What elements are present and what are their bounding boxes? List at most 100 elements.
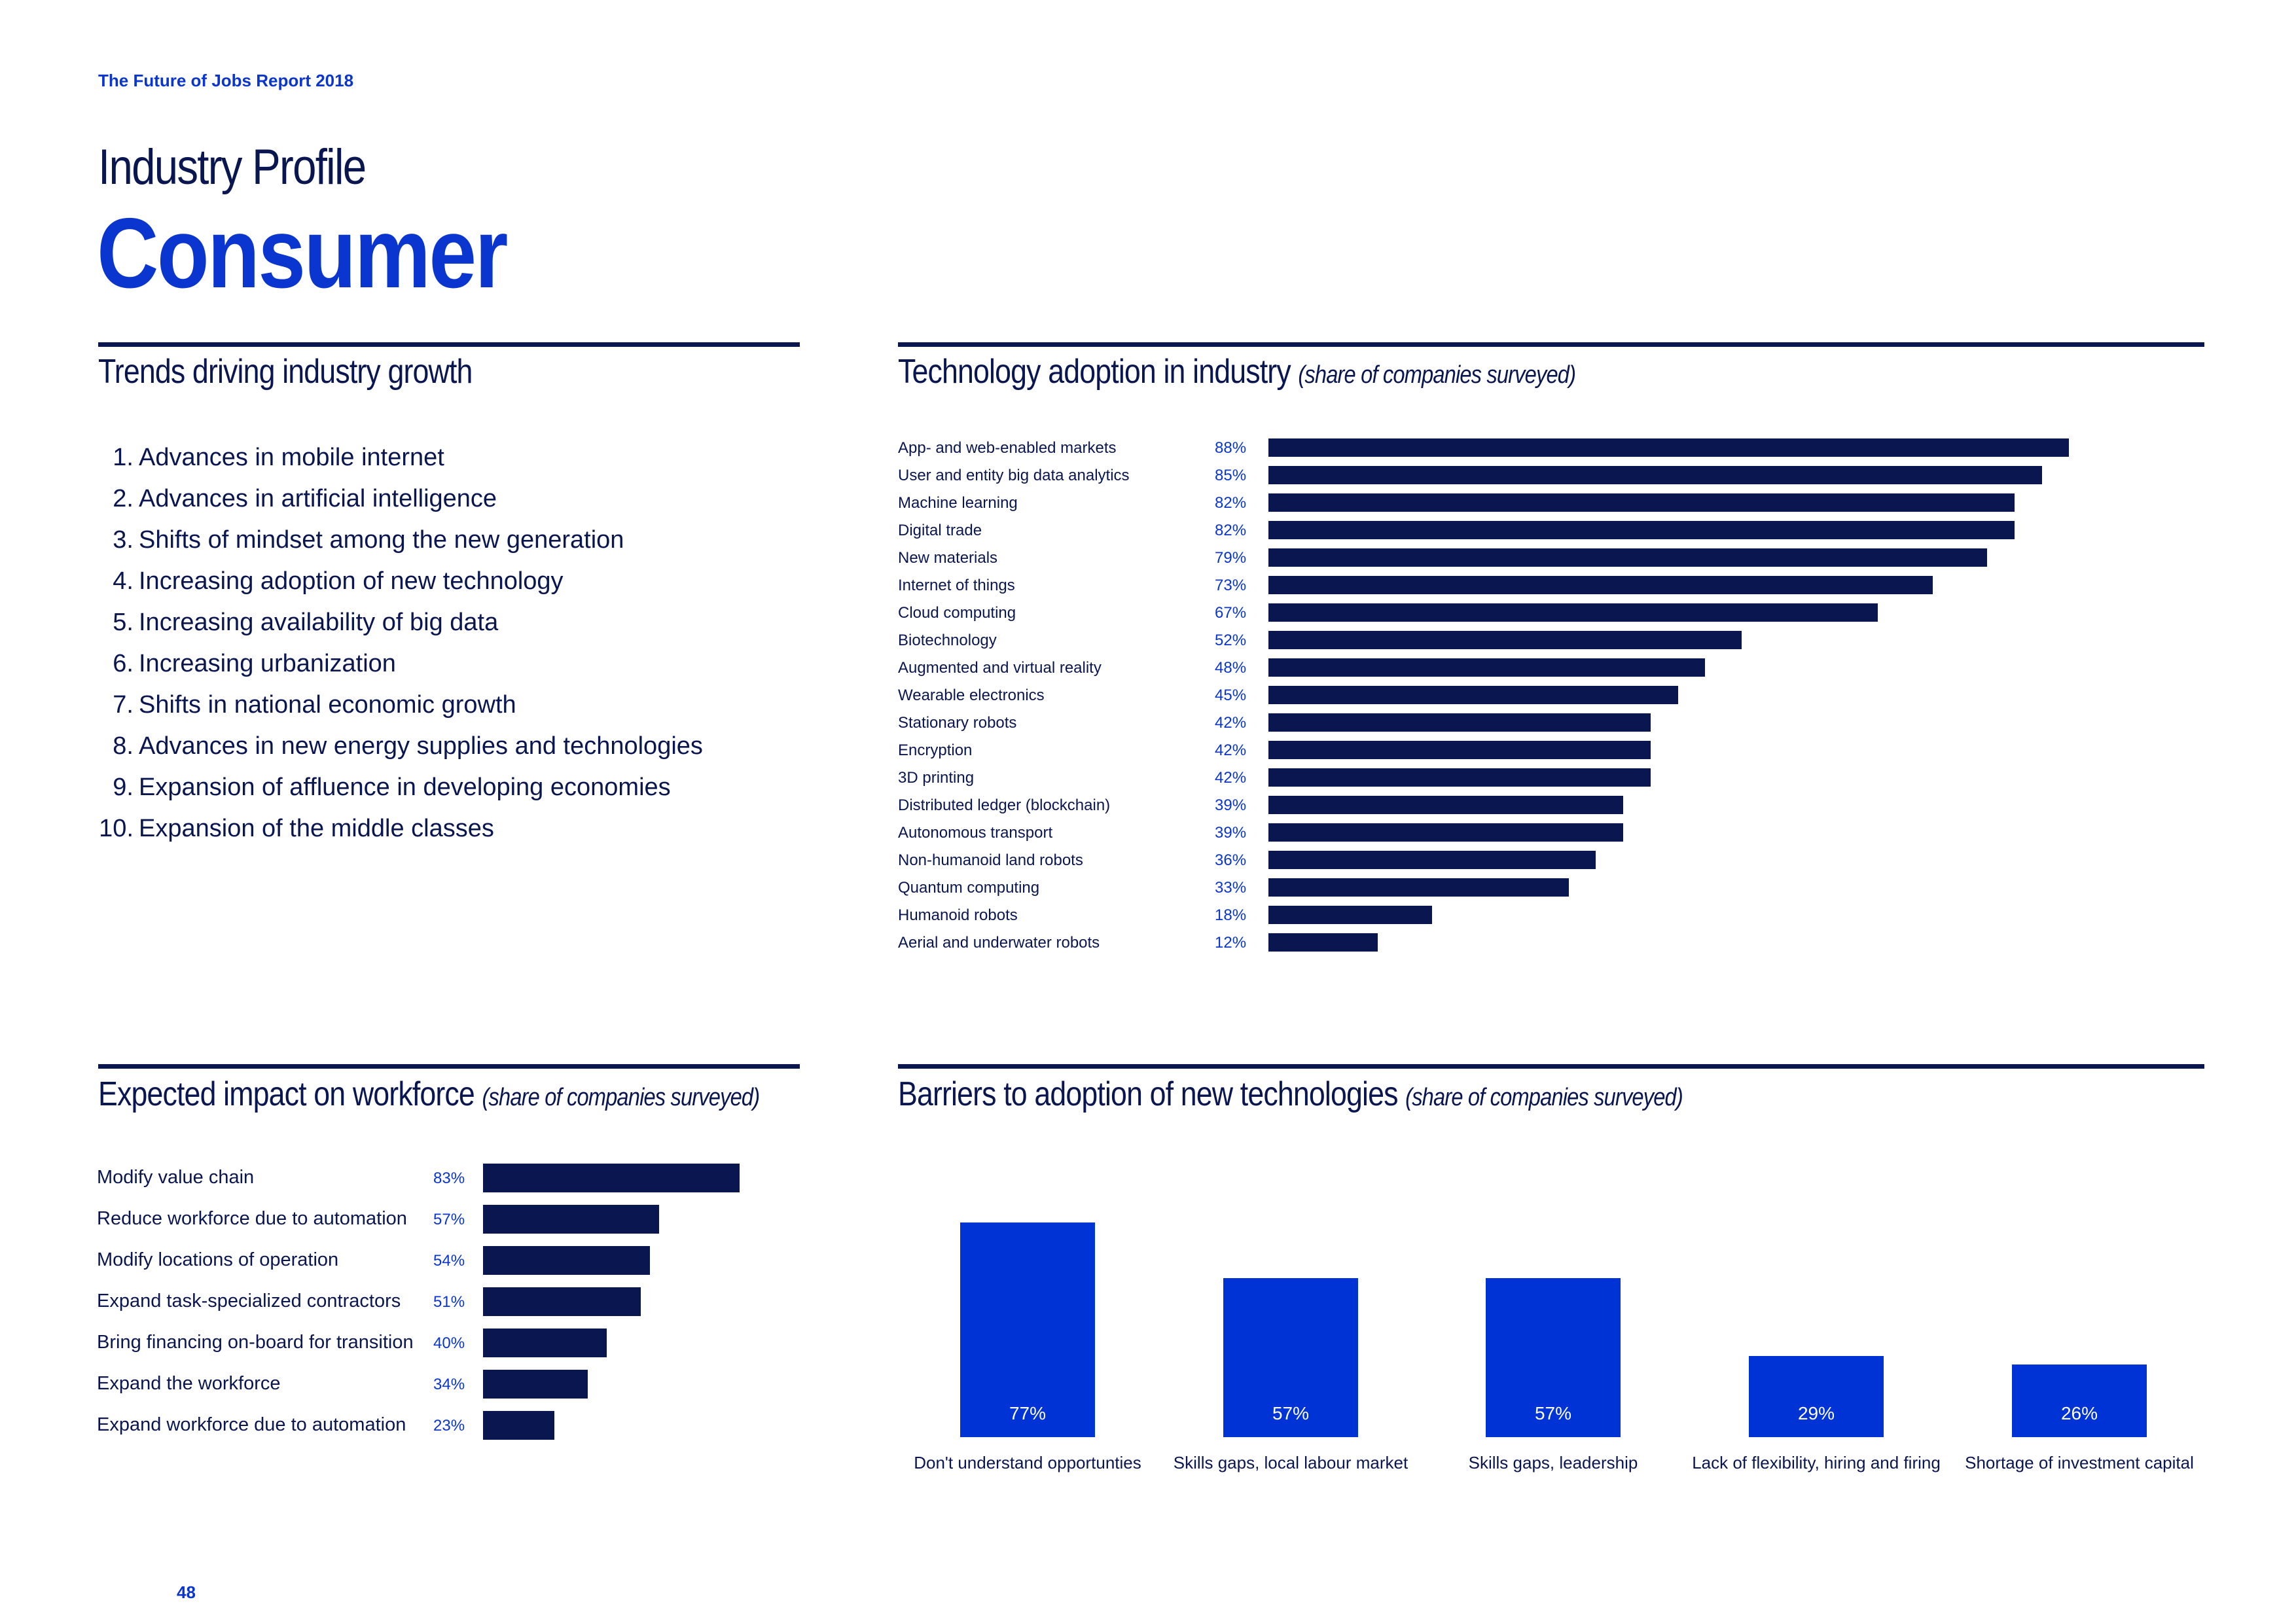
barrier-bar	[1223, 1278, 1358, 1437]
tech-bar	[1268, 906, 1433, 924]
trend-number: 1.	[113, 444, 134, 471]
barrier-value-label: 57%	[1272, 1403, 1310, 1423]
page-number: 48	[177, 1582, 196, 1602]
tech-subtitle: (share of companies surveyed)	[1298, 361, 1576, 389]
trend-number: 9.	[113, 774, 134, 801]
trend-item: 7. Shifts in national economic growth	[97, 691, 516, 719]
page-title: Consumer	[97, 198, 508, 309]
barrier-value-label: 57%	[1534, 1403, 1572, 1423]
tech-value-label: 42%	[1215, 769, 1247, 787]
page-kicker: Industry Profile	[98, 139, 367, 195]
trend-item: 4. Increasing adoption of new technology	[97, 567, 564, 596]
workforce-bar	[483, 1329, 607, 1357]
trend-item: 10. Expansion of the middle classes	[97, 815, 494, 843]
tech-category-label: App- and web-enabled markets	[898, 439, 1117, 457]
report-title: The Future of Jobs Report 2018	[98, 71, 354, 90]
trend-item: 5. Increasing availability of big data	[97, 609, 498, 637]
tech-category-label: Distributed ledger (blockchain)	[898, 796, 1111, 814]
trends-divider	[98, 342, 800, 347]
trend-number: 10.	[99, 815, 134, 842]
trend-number: 7.	[113, 691, 134, 719]
workforce-bar	[483, 1411, 554, 1440]
trend-item: 6. Increasing urbanization	[97, 650, 396, 678]
tech-value-label: 73%	[1215, 577, 1247, 594]
tech-title: Technology adoption in industry (share o…	[898, 352, 1576, 391]
barrier-category-label: Don't understand opportunties	[914, 1453, 1141, 1472]
tech-category-label: Machine learning	[898, 494, 1018, 512]
workforce-category-label: Expand workforce due to automation	[97, 1414, 406, 1435]
barriers-subtitle: (share of companies surveyed)	[1405, 1084, 1683, 1111]
tech-bar	[1268, 878, 1569, 897]
tech-category-label: Quantum computing	[898, 879, 1040, 897]
tech-bar	[1268, 466, 2042, 484]
trend-text: Shifts of mindset among the new generati…	[139, 526, 624, 554]
tech-value-label: 67%	[1215, 604, 1247, 622]
trend-number: 5.	[113, 609, 134, 636]
trends-title-text: Trends driving industry growth	[98, 353, 473, 391]
workforce-value-label: 34%	[433, 1376, 465, 1393]
tech-category-label: Encryption	[898, 741, 973, 759]
trend-item: 1. Advances in mobile internet	[97, 444, 444, 472]
tech-bar	[1268, 521, 2015, 539]
tech-value-label: 39%	[1215, 824, 1247, 842]
workforce-category-label: Bring financing on-board for transition	[97, 1332, 414, 1353]
tech-category-label: Cloud computing	[898, 604, 1016, 622]
barrier-category-label: Skills gaps, leadership	[1468, 1453, 1638, 1472]
tech-value-label: 12%	[1215, 934, 1247, 952]
tech-value-label: 42%	[1215, 714, 1247, 732]
workforce-category-label: Reduce workforce due to automation	[97, 1208, 407, 1229]
tech-value-label: 36%	[1215, 851, 1247, 869]
tech-value-label: 88%	[1215, 439, 1247, 457]
trend-item: 9. Expansion of affluence in developing e…	[97, 774, 671, 802]
tech-bar	[1268, 576, 1933, 594]
workforce-divider	[98, 1064, 800, 1069]
trend-item: 8. Advances in new energy supplies and te…	[97, 732, 703, 760]
trend-text: Advances in artificial intelligence	[139, 485, 497, 512]
workforce-value-label: 57%	[433, 1211, 465, 1228]
tech-bar	[1268, 823, 1624, 842]
trend-text: Increasing availability of big data	[139, 609, 499, 636]
tech-bar	[1268, 548, 1988, 567]
tech-bar	[1268, 851, 1596, 869]
workforce-value-label: 51%	[433, 1293, 465, 1311]
tech-value-label: 18%	[1215, 906, 1247, 924]
workforce-category-label: Modify value chain	[97, 1167, 255, 1188]
trend-text: Expansion of the middle classes	[139, 815, 494, 842]
workforce-bar	[483, 1246, 650, 1275]
trend-text: Advances in new energy supplies and tech…	[139, 732, 703, 760]
workforce-category-label: Expand task-specialized contractors	[97, 1291, 401, 1311]
tech-category-label: Non-humanoid land robots	[898, 851, 1083, 869]
tech-category-label: User and entity big data analytics	[898, 467, 1130, 484]
workforce-category-label: Expand the workforce	[97, 1373, 281, 1394]
trend-number: 8.	[113, 732, 134, 760]
workforce-bar	[483, 1164, 740, 1192]
trend-item: 3. Shifts of mindset among the new genera…	[97, 526, 624, 554]
tech-value-label: 39%	[1215, 796, 1247, 814]
tech-bar	[1268, 686, 1678, 704]
trend-item: 2. Advances in artificial intelligence	[97, 485, 497, 513]
workforce-bar	[483, 1205, 660, 1234]
tech-bar	[1268, 768, 1651, 787]
tech-value-label: 82%	[1215, 522, 1247, 539]
tech-bar	[1268, 438, 2070, 457]
barrier-category-label: Shortage of investment capital	[1965, 1453, 2194, 1472]
barrier-category-label: Skills gaps, local labour market	[1173, 1453, 1408, 1472]
workforce-title: Expected impact on workforce (share of c…	[98, 1075, 760, 1114]
trends-title: Trends driving industry growth	[98, 352, 473, 391]
tech-value-label: 48%	[1215, 659, 1247, 677]
trend-text: Increasing adoption of new technology	[139, 567, 564, 595]
trend-number: 3.	[113, 526, 134, 554]
tech-bar	[1268, 713, 1651, 732]
barrier-value-label: 29%	[1797, 1403, 1835, 1423]
trend-number: 4.	[113, 567, 134, 595]
barrier-bar	[960, 1222, 1095, 1437]
tech-category-label: 3D printing	[898, 769, 975, 787]
trend-text: Expansion of affluence in developing eco…	[139, 774, 671, 801]
tech-bar	[1268, 493, 2015, 512]
tech-bar	[1268, 603, 1878, 622]
trend-number: 2.	[113, 485, 134, 512]
workforce-value-label: 54%	[433, 1252, 465, 1270]
tech-value-label: 82%	[1215, 494, 1247, 512]
tech-category-label: Humanoid robots	[898, 906, 1018, 924]
tech-bar	[1268, 658, 1706, 677]
